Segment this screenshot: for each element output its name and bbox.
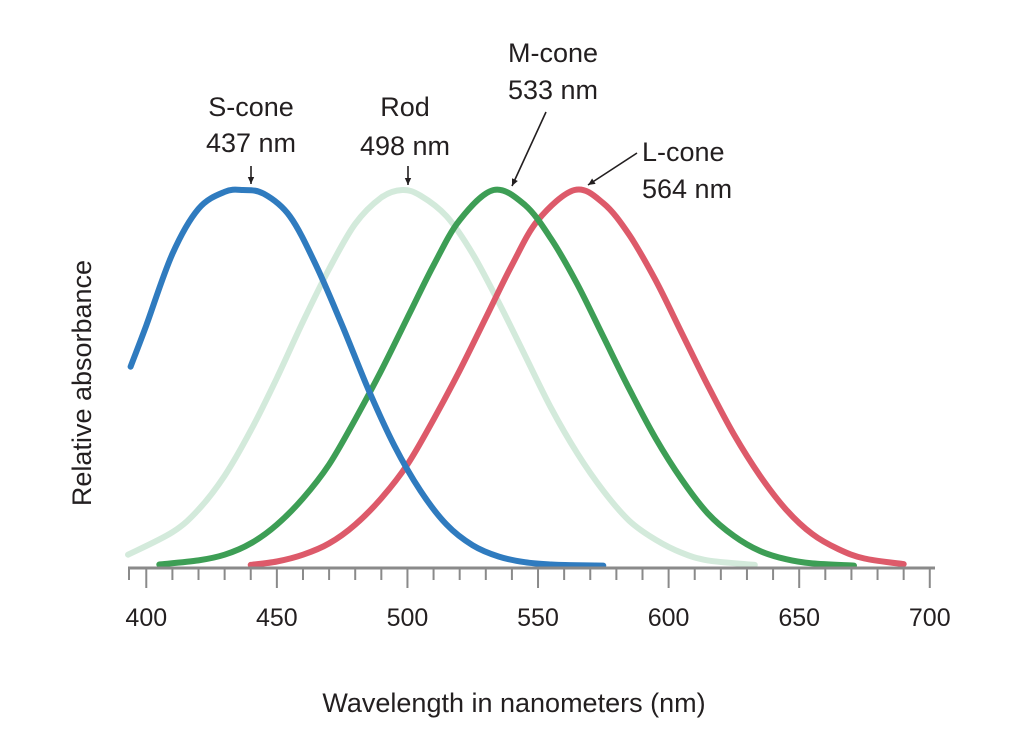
pointer-line <box>587 152 638 186</box>
x-tick-label: 500 <box>387 604 429 632</box>
peak-wavelength-label: 533 nm <box>508 75 598 105</box>
curve-m-cone <box>156 186 857 569</box>
curve-rod <box>125 186 758 568</box>
annotation-rod: Rod 498 nm <box>360 92 450 185</box>
series-name-label: S-cone <box>208 92 294 122</box>
y-axis-title: Relative absorbance <box>67 260 97 506</box>
arrowhead <box>588 178 596 185</box>
x-tick-label: 700 <box>909 604 951 632</box>
arrowhead <box>247 177 255 184</box>
x-tick-label: 550 <box>517 604 559 632</box>
series-name-label: L-cone <box>642 137 725 167</box>
peak-wavelength-label: 498 nm <box>360 131 450 161</box>
arrowhead <box>404 178 412 185</box>
series-name-label: Rod <box>380 92 430 122</box>
annotation-l-cone: L-cone 564 nm <box>587 137 732 204</box>
x-axis-title: Wavelength in nanometers (nm) <box>322 688 705 718</box>
peak-wavelength-label: 437 nm <box>206 128 296 158</box>
x-tick-label: 400 <box>125 604 167 632</box>
curves-layer <box>125 186 907 569</box>
curve-s-cone <box>127 186 607 569</box>
curve-l-cone <box>247 186 907 568</box>
annotation-m-cone: M-cone 533 nm <box>508 38 598 187</box>
arrowhead <box>512 178 518 186</box>
annotation-s-cone: S-cone 437 nm <box>206 92 296 184</box>
pointer-line <box>511 111 547 187</box>
x-axis: 400 450 500 550 600 650 700 <box>125 566 951 632</box>
series-name-label: M-cone <box>508 38 598 68</box>
x-tick-label: 450 <box>256 604 298 632</box>
peak-wavelength-label: 564 nm <box>642 174 732 204</box>
peak-annotations: S-cone 437 nm Rod 498 nm M-cone 533 nm L-cone 5… <box>206 38 732 204</box>
x-tick-label: 650 <box>778 604 820 632</box>
x-tick-label: 600 <box>648 604 690 632</box>
